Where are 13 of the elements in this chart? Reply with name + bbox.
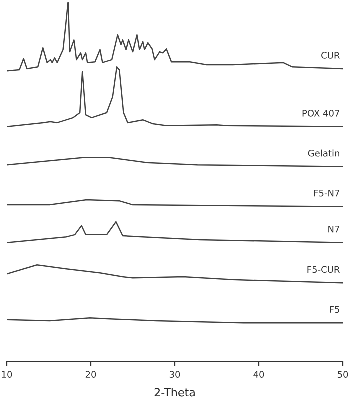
series-label: POX 407	[302, 110, 340, 117]
series-label: CUR	[322, 52, 340, 59]
x-tick-label: 40	[254, 371, 264, 378]
x-tick-label: 50	[338, 371, 348, 378]
x-tick-label: 30	[170, 371, 180, 378]
x-tick-label: 20	[86, 371, 96, 378]
series-label: Gelatin	[308, 150, 340, 157]
x-axis-title: 2-Theta	[154, 388, 195, 397]
series-label: F5	[330, 306, 340, 314]
x-tick-label: 10	[2, 371, 12, 378]
series-label: F5-CUR	[308, 266, 340, 274]
series-label: F5-N7	[314, 190, 340, 197]
series-label: N7	[328, 226, 340, 233]
